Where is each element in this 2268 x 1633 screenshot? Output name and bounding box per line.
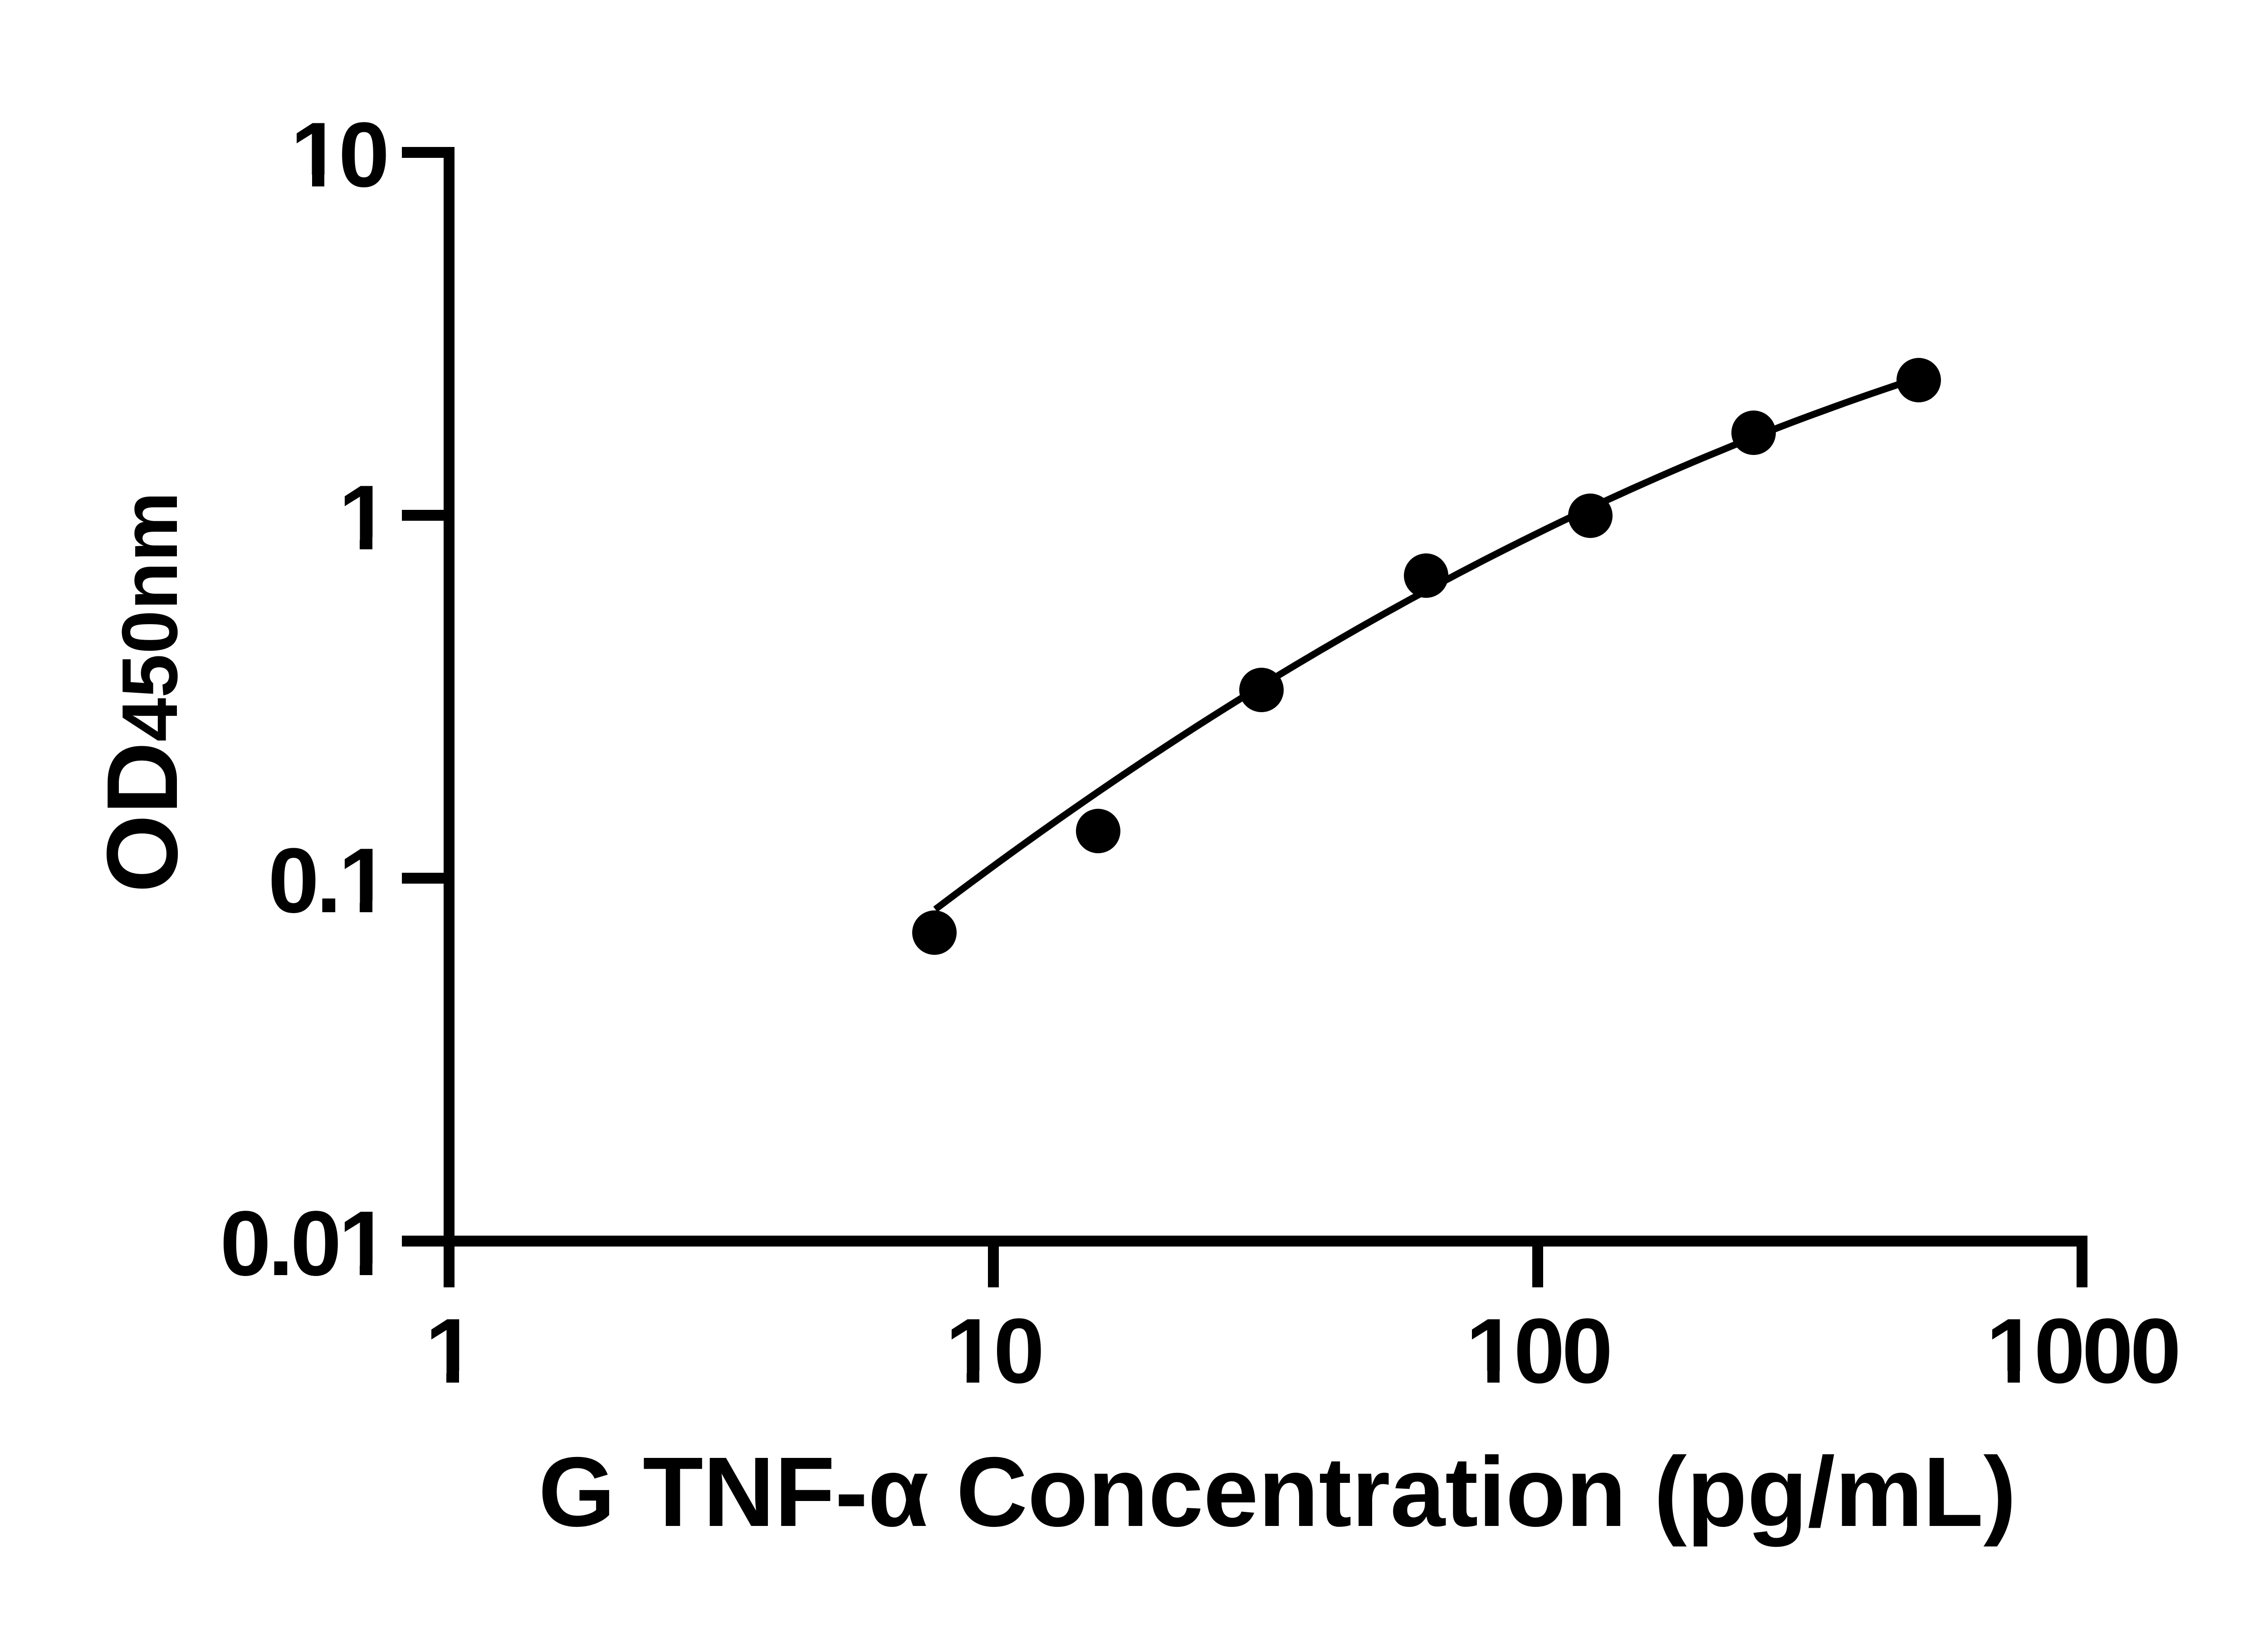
svg-text:1000: 1000 bbox=[1986, 1300, 2178, 1403]
svg-text:1: 1 bbox=[338, 466, 387, 569]
svg-text:100: 100 bbox=[1466, 1300, 1610, 1403]
svg-text:10: 10 bbox=[290, 103, 386, 206]
svg-text:10: 10 bbox=[945, 1300, 1041, 1403]
svg-text:OD450nm: OD450nm bbox=[86, 492, 199, 893]
svg-text:G TNF-α Concentration (pg/mL): G TNF-α Concentration (pg/mL) bbox=[538, 1437, 2016, 1547]
svg-text:1: 1 bbox=[425, 1300, 474, 1403]
svg-text:0.01: 0.01 bbox=[220, 1192, 387, 1295]
svg-text:0.1: 0.1 bbox=[268, 829, 387, 932]
